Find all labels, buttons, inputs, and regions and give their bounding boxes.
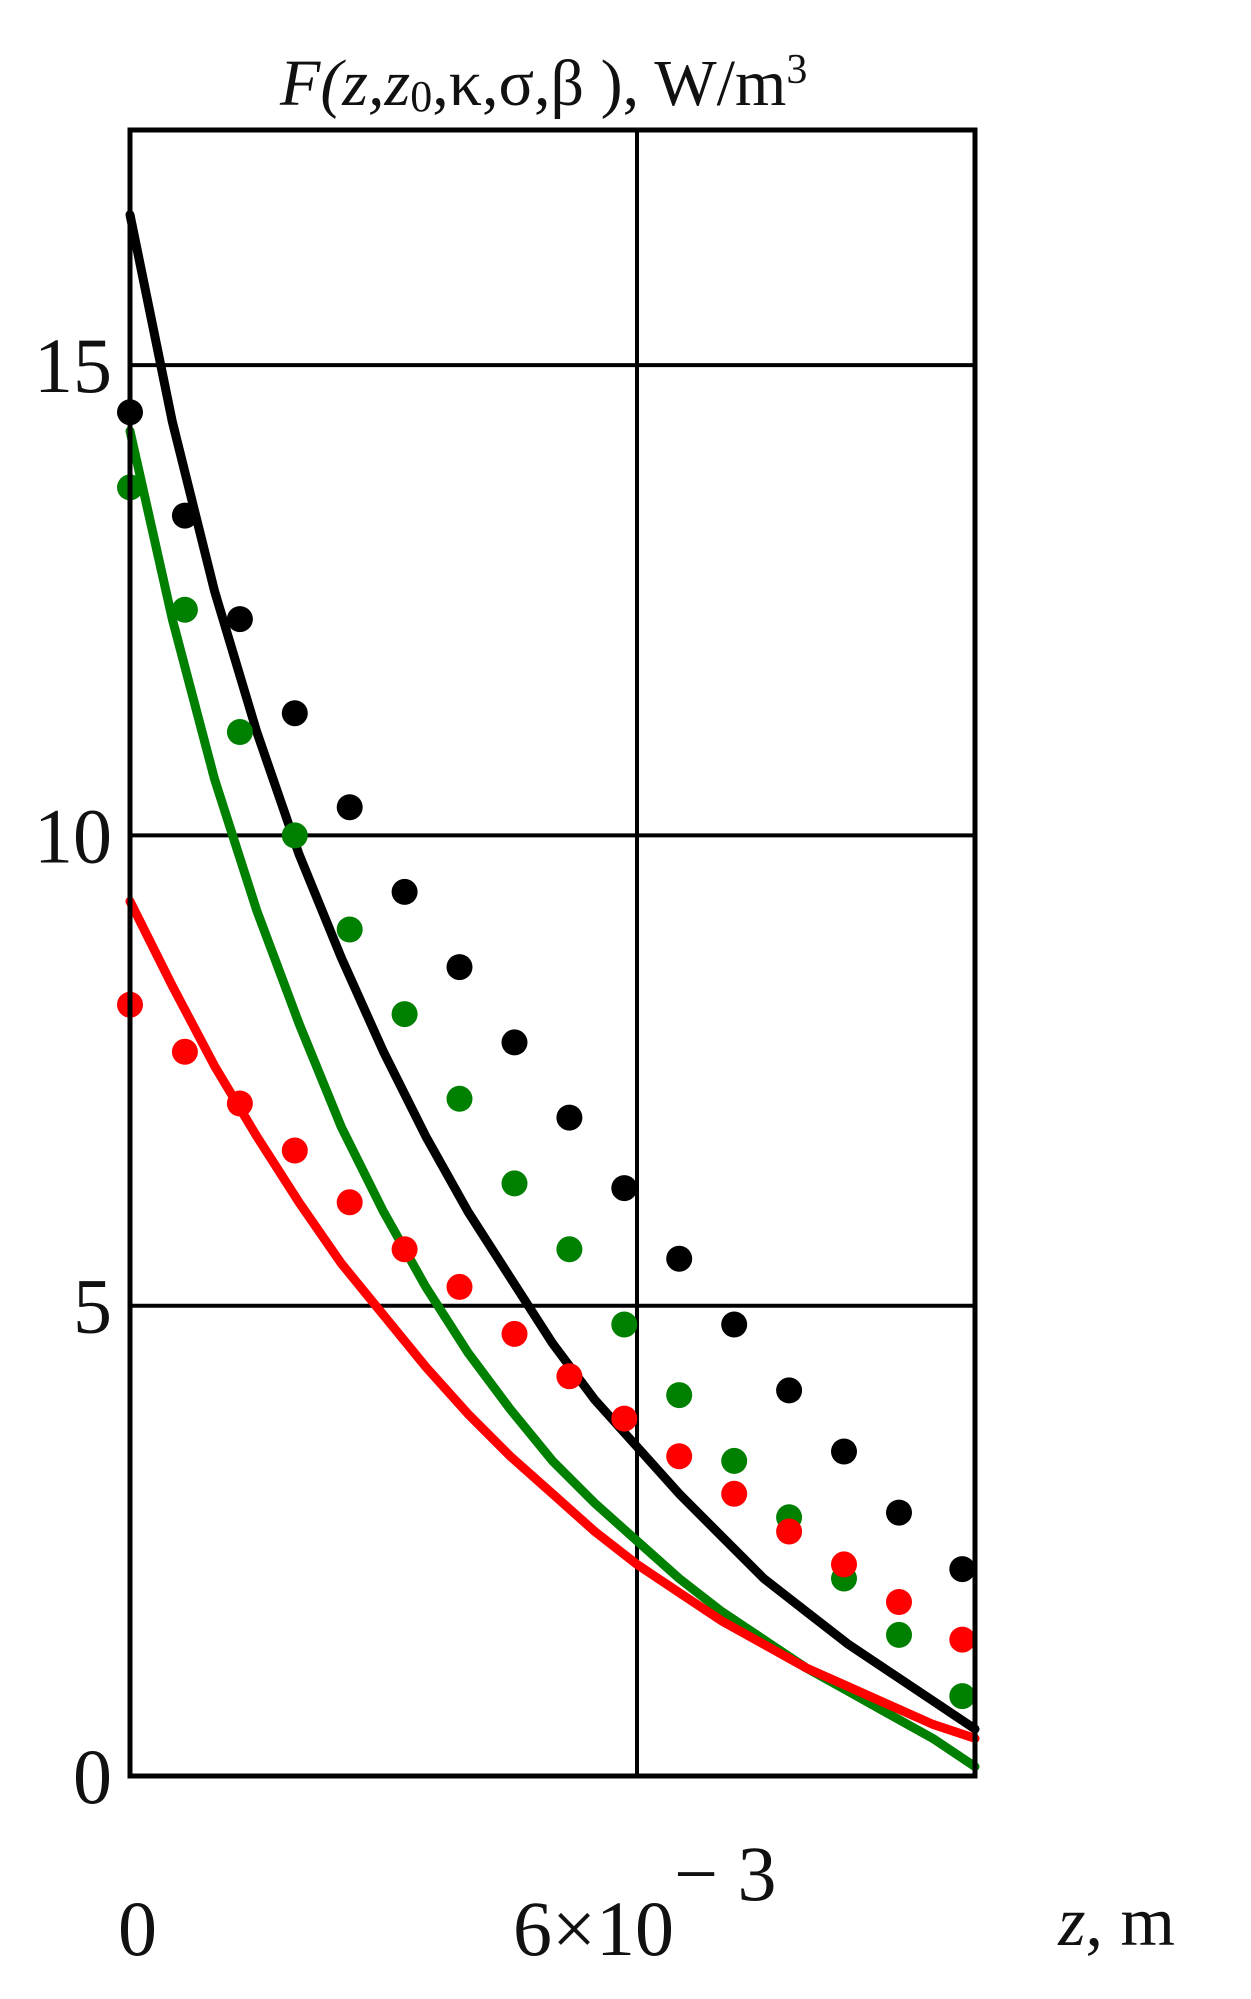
series-0-point-1 xyxy=(171,502,198,529)
x-axis-unit: , m xyxy=(1086,1884,1175,1961)
title-sup: 3 xyxy=(786,47,807,93)
x-axis-label: z, m xyxy=(1057,1884,1175,1961)
series-2-point-1 xyxy=(171,1038,198,1065)
series-2-point-2 xyxy=(226,1090,253,1117)
series-1-point-15 xyxy=(949,1683,976,1710)
series-2-point-4 xyxy=(336,1189,363,1216)
series-0-point-15 xyxy=(949,1556,976,1583)
grid-lines xyxy=(130,130,975,1776)
x-axis-var: z xyxy=(1057,1884,1085,1961)
series-2-point-11 xyxy=(721,1480,748,1507)
chart-title: F(z,z0,κ,σ,β ), W/m3 xyxy=(279,47,807,121)
series-0-point-8 xyxy=(556,1104,583,1131)
series-1-point-1 xyxy=(171,596,198,623)
series-2-point-13 xyxy=(831,1551,857,1578)
series-2-point-8 xyxy=(556,1363,583,1390)
title-sub: 0 xyxy=(410,72,432,121)
series-0-point-4 xyxy=(336,794,363,821)
series-2-curve xyxy=(125,896,980,1743)
series-2-point-3 xyxy=(281,1137,308,1164)
series-0-point-6 xyxy=(446,954,473,981)
series-0-curve xyxy=(125,210,980,1734)
series-2-point-7 xyxy=(501,1320,528,1347)
series-1-point-9 xyxy=(611,1311,638,1338)
series-1-point-8 xyxy=(556,1236,583,1263)
series-curves xyxy=(125,210,980,1772)
series-1-point-4 xyxy=(336,916,363,943)
y-tick-label-2: 10 xyxy=(34,792,112,879)
series-points xyxy=(117,399,976,1710)
series-1-point-10 xyxy=(666,1382,693,1409)
plot-frame xyxy=(127,127,978,1779)
y-tick-label-0: 0 xyxy=(73,1733,112,1820)
series-0-point-11 xyxy=(721,1311,748,1338)
y-tick-labels: 0 5 10 15 xyxy=(34,322,112,1820)
series-2-point-12 xyxy=(776,1518,803,1545)
x-tick-label-0: 0 xyxy=(118,1885,157,1972)
series-2-point-14 xyxy=(886,1589,912,1615)
series-2-point-9 xyxy=(611,1405,638,1432)
series-0-point-10 xyxy=(666,1245,693,1272)
series-1-point-7 xyxy=(501,1170,528,1197)
series-1-point-6 xyxy=(446,1085,473,1112)
x-tick-label-6e-3: 6×10− 3 xyxy=(513,1830,777,1972)
series-2-point-6 xyxy=(446,1273,473,1300)
x-tick-label-exponent: − 3 xyxy=(674,1830,777,1917)
title-rest: ,κ,σ,β ), W/m xyxy=(432,47,786,120)
title-args: (z,z xyxy=(320,47,410,120)
series-0-point-2 xyxy=(226,606,253,633)
series-0-point-13 xyxy=(831,1438,857,1465)
series-0-point-9 xyxy=(611,1175,638,1202)
series-1-point-3 xyxy=(281,822,308,849)
title-func: F xyxy=(279,47,321,120)
series-0-point-7 xyxy=(501,1029,528,1056)
series-2-point-15 xyxy=(949,1626,976,1653)
series-1-point-2 xyxy=(226,719,253,745)
x-tick-label-base: 6×10 xyxy=(513,1885,674,1972)
series-0-point-5 xyxy=(391,878,418,905)
series-0-point-3 xyxy=(281,700,308,727)
y-tick-label-3: 15 xyxy=(34,322,112,409)
series-2-point-10 xyxy=(666,1443,693,1470)
series-2-point-5 xyxy=(391,1236,418,1263)
series-1-point-14 xyxy=(886,1621,912,1648)
y-tick-label-1: 5 xyxy=(73,1263,112,1350)
series-0-point-12 xyxy=(776,1377,803,1404)
series-1-point-11 xyxy=(721,1447,748,1474)
series-0-point-14 xyxy=(886,1499,912,1526)
series-1-point-5 xyxy=(391,1001,418,1028)
